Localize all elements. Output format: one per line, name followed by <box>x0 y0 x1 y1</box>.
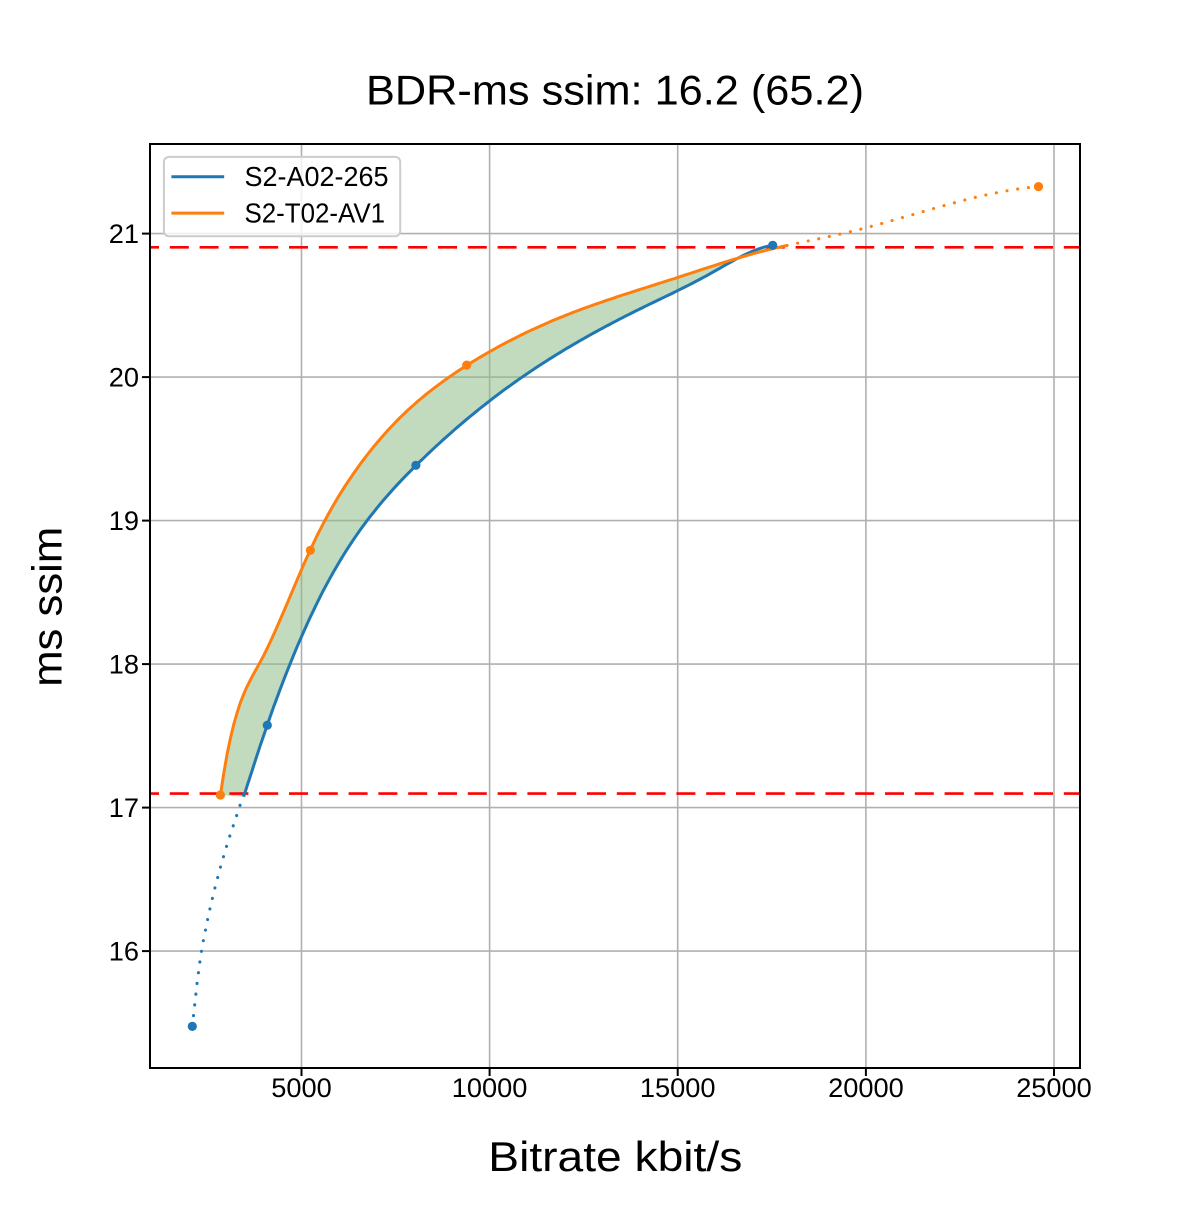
svg-text:19: 19 <box>109 505 139 536</box>
svg-text:16: 16 <box>109 935 139 966</box>
svg-text:20: 20 <box>109 361 139 392</box>
svg-text:15000: 15000 <box>640 1072 716 1103</box>
svg-text:5000: 5000 <box>271 1072 331 1103</box>
svg-text:S2-A02-265: S2-A02-265 <box>245 161 389 192</box>
svg-text:20000: 20000 <box>828 1072 904 1103</box>
svg-text:21: 21 <box>109 218 139 249</box>
svg-text:BDR-ms ssim: 16.2 (65.2): BDR-ms ssim: 16.2 (65.2) <box>366 66 864 113</box>
svg-text:10000: 10000 <box>452 1072 528 1103</box>
svg-text:25000: 25000 <box>1016 1072 1092 1103</box>
svg-text:S2-T02-AV1: S2-T02-AV1 <box>245 198 386 229</box>
svg-text:17: 17 <box>109 792 139 823</box>
svg-text:18: 18 <box>109 648 139 679</box>
svg-text:ms ssim: ms ssim <box>24 527 71 687</box>
svg-text:Bitrate kbit/s: Bitrate kbit/s <box>488 1133 742 1180</box>
